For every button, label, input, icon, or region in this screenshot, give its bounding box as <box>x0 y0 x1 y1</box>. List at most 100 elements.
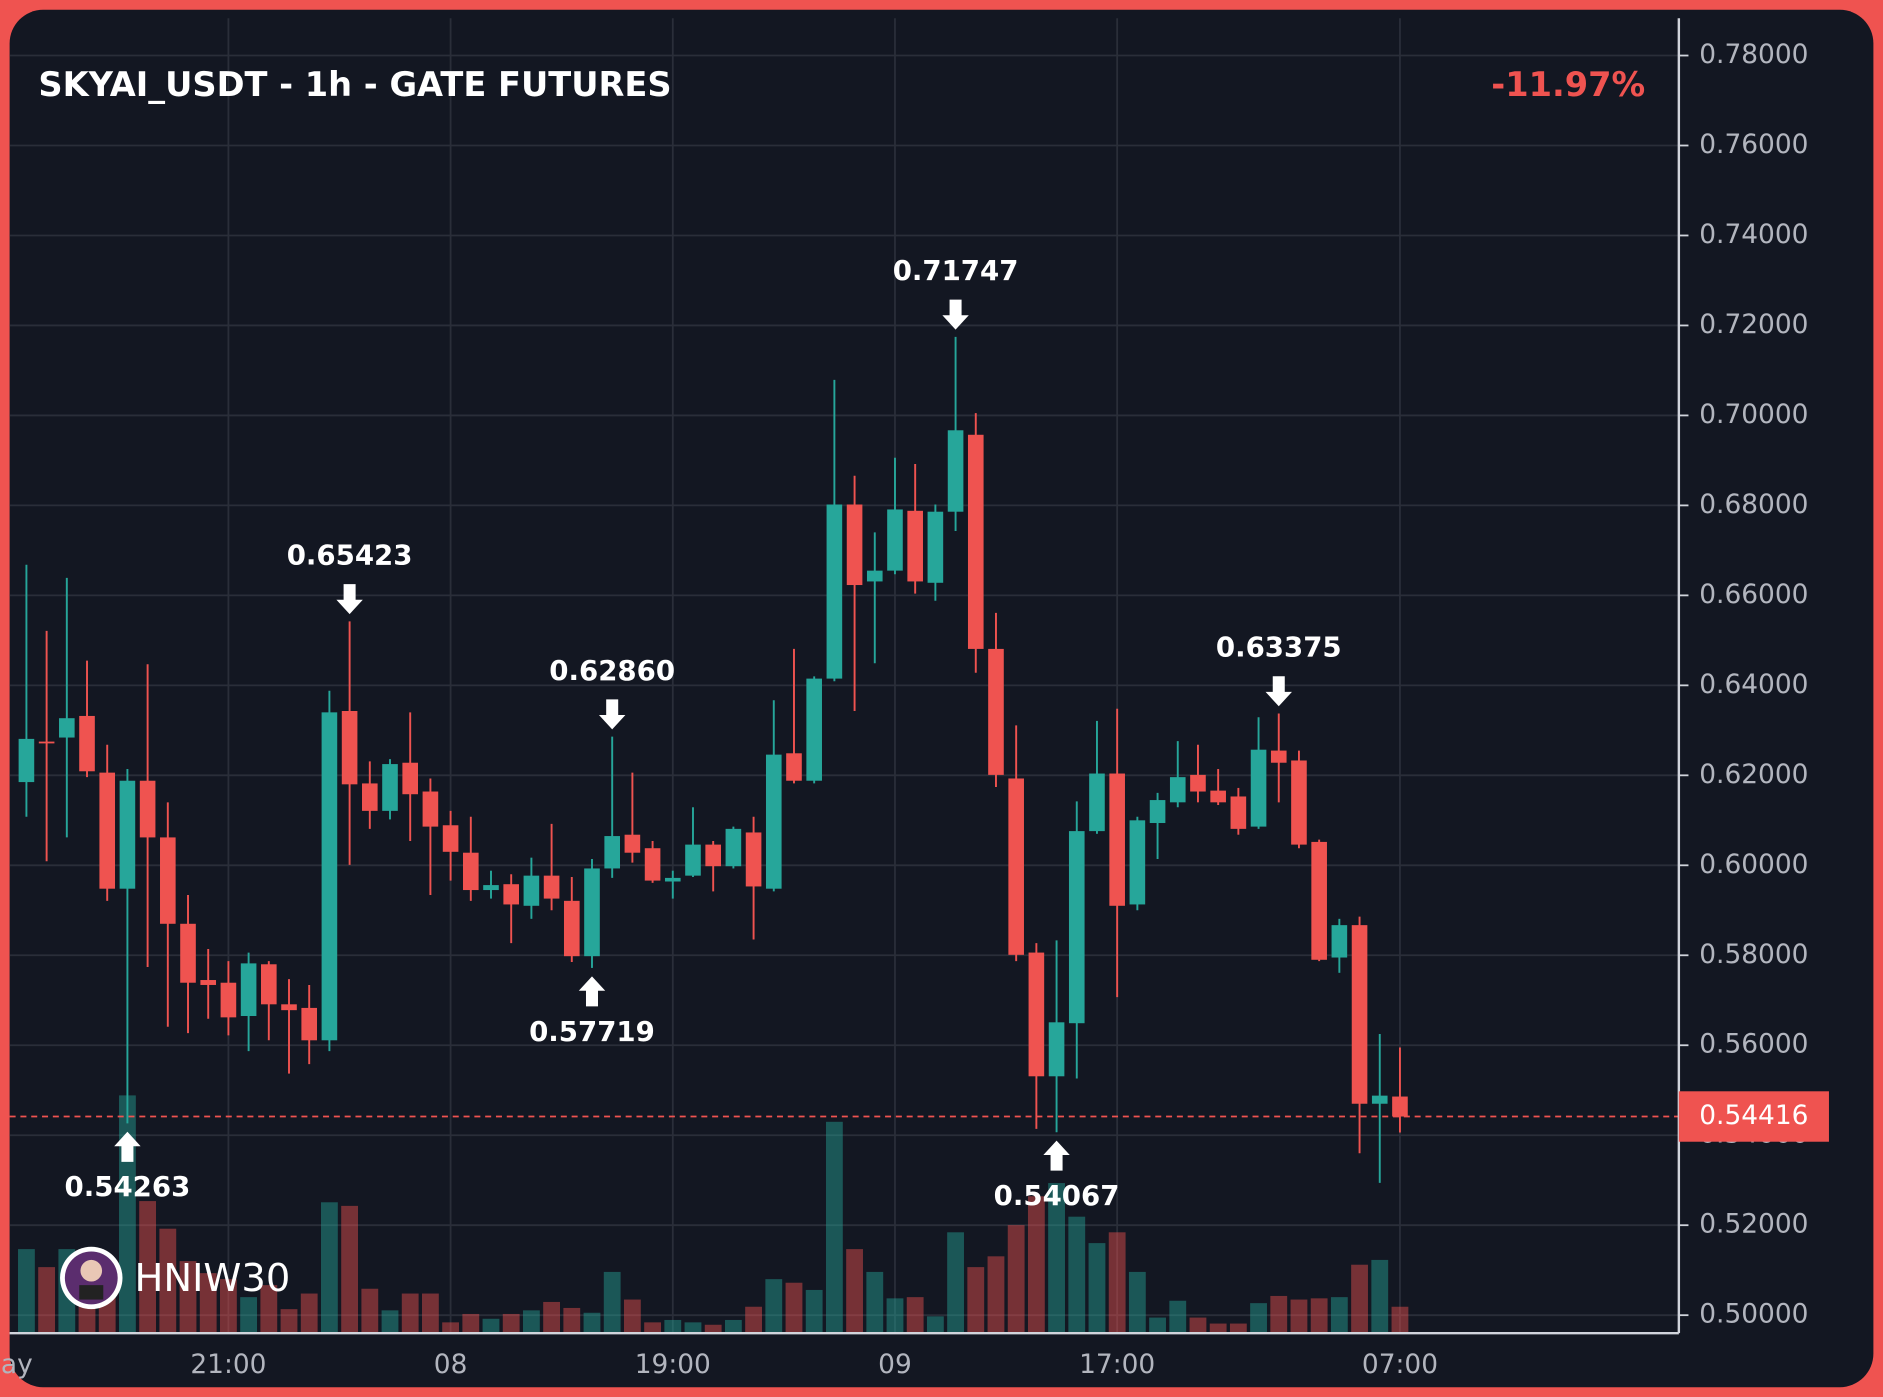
volume-bar <box>1270 1295 1288 1334</box>
volume-bar <box>1290 1299 1308 1334</box>
volume-bar <box>502 1313 520 1334</box>
volume-bar <box>1330 1297 1348 1334</box>
candle-body <box>462 852 479 891</box>
volume-bar <box>906 1297 924 1334</box>
volume-bar <box>1149 1317 1166 1334</box>
candle-body <box>1169 777 1186 803</box>
candle-body <box>1250 749 1267 827</box>
volume-bar <box>825 1121 843 1334</box>
y-tick-label: 0.68000 <box>1699 489 1808 520</box>
candle-body <box>361 783 378 811</box>
candle-body <box>79 715 95 772</box>
volume-bar <box>1391 1306 1409 1334</box>
candle-body <box>866 570 883 582</box>
volume-bar <box>1068 1216 1086 1334</box>
volume-bar <box>563 1307 581 1334</box>
x-tick-label: 17:00 <box>1079 1349 1155 1380</box>
volume-bar <box>361 1288 379 1334</box>
y-tick-label: 0.70000 <box>1699 399 1808 430</box>
candle-body <box>604 836 620 869</box>
candle-body <box>99 772 116 889</box>
candle-body <box>180 923 196 983</box>
candle-body <box>1311 841 1327 960</box>
candle-body <box>826 504 843 679</box>
y-tick-label: 0.52000 <box>1699 1209 1808 1240</box>
volume-bar <box>886 1298 904 1334</box>
avatar-face <box>80 1259 103 1282</box>
candle-body <box>281 1004 297 1011</box>
candle-body <box>261 964 277 1005</box>
volume-bar <box>785 1282 803 1334</box>
candle-body <box>705 844 721 867</box>
x-tick-label: 07:00 <box>1362 1349 1438 1380</box>
candle-body <box>765 754 782 889</box>
candle-body <box>927 511 944 583</box>
x-tick-label: 21:00 <box>190 1349 266 1380</box>
annotations: 0.65423 0.62860 0.71747 0.63375 0.54263 0.577… <box>9 254 1679 1212</box>
candle-body <box>584 868 600 957</box>
volume-bar <box>745 1306 762 1334</box>
arrow-up <box>578 976 606 1007</box>
volume-bar <box>1351 1264 1368 1334</box>
candle-body <box>846 504 863 586</box>
candles <box>18 336 1408 1183</box>
volume-bar <box>442 1322 460 1334</box>
high-label: 0.65423 <box>287 538 413 571</box>
candle-body <box>1089 773 1105 832</box>
arrow-down <box>942 299 969 330</box>
candle-body <box>1291 760 1307 845</box>
candle-body <box>59 718 75 738</box>
y-tick-label: 0.72000 <box>1699 309 1808 340</box>
arrow-up <box>114 1131 141 1162</box>
high-label: 0.71747 <box>893 254 1019 287</box>
volume-bar <box>260 1285 278 1334</box>
volume-bar <box>179 1261 197 1334</box>
volume-bar <box>1209 1323 1227 1334</box>
volume-bar <box>199 1273 217 1334</box>
candle-body <box>1149 800 1166 824</box>
axes: 0.500000.520000.540000.560000.580000.600… <box>1 39 1829 1380</box>
volume-bar <box>967 1267 985 1334</box>
candle-body <box>382 764 398 811</box>
candle-body <box>947 430 964 512</box>
volume-bar <box>1108 1232 1126 1334</box>
candle-body <box>1129 820 1146 905</box>
candle-body <box>1351 925 1368 1104</box>
x-tick-label: 08 <box>434 1349 468 1380</box>
volume-bar <box>220 1279 237 1334</box>
candle-body <box>220 982 237 1018</box>
volume-bar <box>462 1313 480 1334</box>
candle-body <box>1028 952 1045 1077</box>
volume-bar <box>18 1249 35 1334</box>
volume-bar <box>522 1310 540 1334</box>
volume-bar <box>240 1297 258 1334</box>
arrow-down <box>598 699 626 730</box>
volume-bar <box>603 1271 621 1334</box>
volume-bar <box>664 1319 682 1334</box>
low-label: 0.54067 <box>994 1179 1120 1212</box>
candle-body <box>341 710 358 785</box>
volume-bar <box>623 1299 641 1334</box>
volume-bar <box>139 1201 157 1334</box>
y-tick-label: 0.56000 <box>1699 1029 1808 1060</box>
candle-body <box>139 780 156 838</box>
candle-body <box>786 753 802 781</box>
volume-bar <box>543 1301 561 1334</box>
candle-body <box>806 678 822 781</box>
candle-body <box>624 834 641 853</box>
low-label: 0.54263 <box>65 1170 191 1203</box>
volume-bar <box>280 1309 298 1334</box>
arrow-down <box>336 584 363 615</box>
candle-body <box>1270 750 1287 763</box>
volume-bar <box>320 1202 338 1334</box>
candle-body <box>503 884 520 905</box>
y-tick-label: 0.76000 <box>1699 129 1808 160</box>
volume-bar <box>926 1316 944 1334</box>
candle-body <box>1371 1095 1388 1104</box>
y-tick-label: 0.74000 <box>1699 219 1808 250</box>
volume-bar <box>119 1095 136 1334</box>
candle-body <box>887 509 903 571</box>
candle-body <box>1109 773 1125 906</box>
candle-body <box>644 848 661 881</box>
